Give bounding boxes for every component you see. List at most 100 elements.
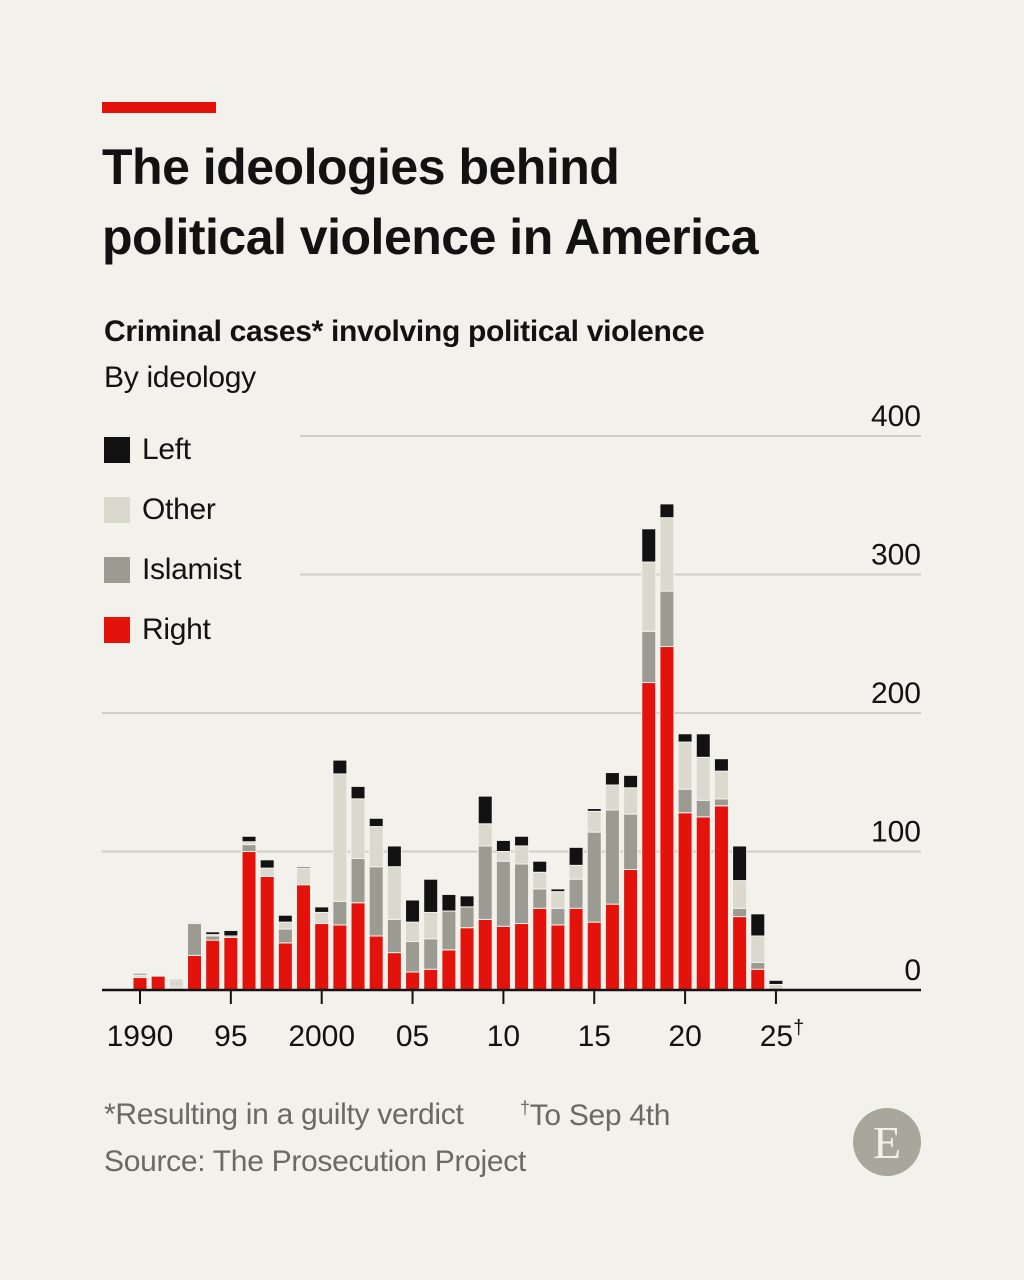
bar-2016-islamist	[604, 809, 620, 905]
bar-1993-islamist	[187, 923, 203, 956]
legend-label-other: Other	[142, 493, 216, 526]
bar-2021-islamist	[695, 799, 711, 818]
bar-2011-left	[514, 835, 530, 847]
bar-2004-other	[386, 866, 402, 920]
y-tick-label-100: 100	[871, 816, 921, 849]
bar-2021-right	[695, 816, 711, 991]
bar-2000-other	[314, 911, 330, 925]
bar-1999-other	[296, 867, 312, 886]
bar-2008-right	[459, 927, 475, 991]
bar-1997-right	[259, 875, 275, 991]
bar-2015-other	[586, 810, 602, 833]
bar-2014-left	[568, 846, 584, 866]
bar-2007-left	[441, 893, 457, 912]
legend-swatch-left	[104, 437, 130, 463]
bar-1996-left	[241, 835, 257, 843]
bar-2011-other	[514, 845, 530, 865]
bar-1995-right	[223, 936, 239, 991]
x-tick-label-1995: 95	[214, 1020, 247, 1053]
bar-1998-other	[277, 921, 293, 930]
bar-2013-left	[550, 888, 566, 893]
bar-2017-islamist	[623, 813, 639, 871]
x-tick-label-2015: 15	[578, 1020, 611, 1053]
bar-2024-left	[750, 913, 766, 937]
bar-2001-left	[332, 759, 348, 775]
bar-1990-left	[132, 972, 148, 976]
bar-2007-islamist	[441, 910, 457, 951]
bar-2002-left	[350, 785, 366, 800]
bar-2024-right	[750, 968, 766, 991]
brand-accent-bar	[102, 102, 216, 113]
bar-1993-other	[187, 921, 203, 925]
bar-1999-right	[296, 884, 312, 991]
bar-2016-right	[604, 903, 620, 991]
x-tick-dagger: †	[793, 1017, 804, 1039]
legend-swatch-other	[104, 497, 130, 523]
bar-2010-other	[495, 851, 511, 862]
bar-2006-other	[423, 911, 439, 940]
bar-2013-other	[550, 891, 566, 909]
legend-item-left: Left	[104, 430, 344, 470]
bar-2005-left	[405, 899, 421, 923]
bar-2015-islamist	[586, 831, 602, 923]
bar-2014-other	[568, 864, 584, 880]
bar-2017-left	[623, 774, 639, 789]
bar-2012-islamist	[532, 888, 548, 909]
bar-1991-right	[150, 975, 166, 991]
y-tick-label-200: 200	[871, 677, 921, 710]
legend-swatch-islamist	[104, 557, 130, 583]
bar-2000-right	[314, 923, 330, 991]
bar-2011-islamist	[514, 863, 530, 925]
bar-1998-right	[277, 942, 293, 991]
x-tick-label-2000: 2000	[288, 1020, 355, 1053]
bar-2012-right	[532, 907, 548, 991]
bar-2024-other	[750, 935, 766, 963]
bar-2011-right	[514, 923, 530, 991]
source-note: Source: The Prosecution Project	[104, 1145, 527, 1178]
bar-2015-right	[586, 921, 602, 991]
bar-2004-right	[386, 952, 402, 991]
chart-title: The ideologies behind political violence…	[102, 132, 902, 272]
legend-label-left: Left	[142, 433, 191, 466]
bar-2002-right	[350, 902, 366, 991]
bar-2016-other	[604, 784, 620, 811]
bar-2023-left	[732, 845, 748, 882]
bar-2006-left	[423, 878, 439, 913]
bar-2021-left	[695, 733, 711, 758]
bar-2020-islamist	[677, 788, 693, 814]
bar-2025-left	[768, 979, 784, 985]
bar-2018-islamist	[641, 630, 657, 684]
legend-item-right: Right	[104, 610, 344, 650]
legend-swatch-right	[104, 617, 130, 643]
bar-2018-left	[641, 528, 657, 563]
bar-2010-left	[495, 839, 511, 852]
y-tick-label-400: 400	[871, 400, 921, 433]
bar-2022-left	[713, 758, 729, 772]
bar-2019-right	[659, 646, 675, 991]
bar-2012-other	[532, 871, 548, 890]
chart-subtitle: Criminal cases* involving political viol…	[104, 315, 705, 348]
bar-1998-left	[277, 914, 293, 923]
footnote-verdict: *Resulting in a guilty verdict	[104, 1098, 464, 1131]
bar-2020-other	[677, 741, 693, 790]
title-line-2: political violence in America	[102, 209, 759, 265]
bar-1998-islamist	[277, 928, 293, 944]
bar-1997-left	[259, 859, 275, 869]
y-tick-label-300: 300	[871, 539, 921, 572]
bar-1994-islamist	[205, 935, 221, 941]
bar-1996-right	[241, 851, 257, 991]
bar-2020-left	[677, 733, 693, 743]
bar-2010-right	[495, 925, 511, 991]
bar-2007-right	[441, 949, 457, 991]
bar-2004-islamist	[386, 918, 402, 954]
bar-2013-islamist	[550, 907, 566, 926]
bar-1990-right	[132, 977, 148, 991]
bar-2008-left	[459, 895, 475, 908]
bar-2005-islamist	[405, 941, 421, 973]
title-line-1: The ideologies behind	[102, 139, 620, 195]
bar-2009-islamist	[477, 845, 493, 920]
bar-2003-other	[368, 826, 384, 868]
bar-2021-other	[695, 756, 711, 801]
bar-2004-left	[386, 845, 402, 868]
footnote-date: †To Sep 4th	[520, 1098, 670, 1133]
